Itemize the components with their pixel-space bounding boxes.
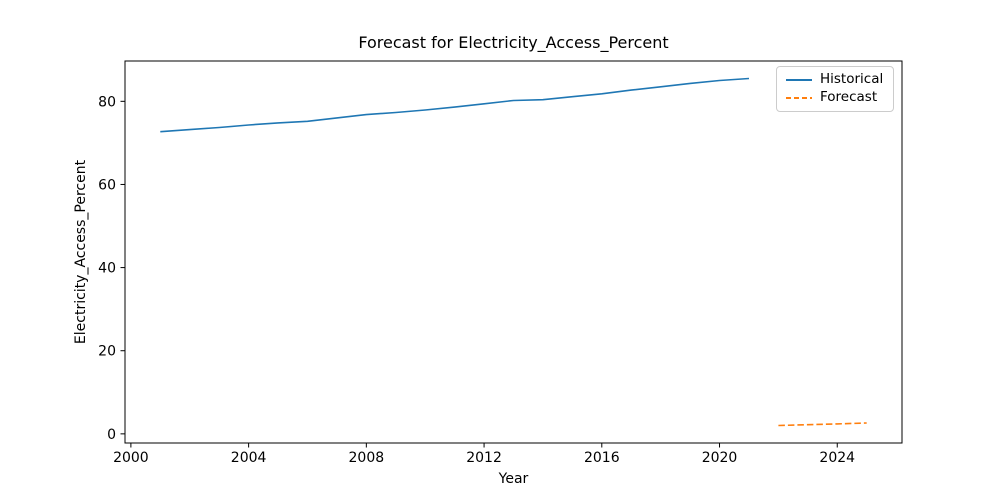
x-tick-label: 2000 (113, 450, 149, 466)
x-tick-label: 2024 (819, 450, 855, 466)
x-tick-label: 2012 (466, 450, 502, 466)
legend-label: Historical (820, 71, 884, 88)
series-line-historical (160, 77, 750, 133)
x-tick-label: 2008 (349, 450, 385, 466)
x-tick-label: 2004 (231, 450, 267, 466)
y-tick-label: 20 (98, 344, 116, 360)
legend-line-sample (786, 97, 812, 99)
plot-frame (124, 60, 903, 444)
x-axis-label: Year (498, 471, 529, 487)
y-tick-label: 80 (98, 94, 116, 110)
y-tick-label: 40 (98, 261, 116, 277)
y-tick-label: 0 (107, 427, 116, 443)
x-tick-label: 2020 (702, 450, 738, 466)
y-tick-label: 60 (98, 177, 116, 193)
series-line-forecast (778, 422, 867, 427)
legend-label: Forecast (820, 89, 878, 106)
x-tick-label: 2016 (584, 450, 620, 466)
legend-entry-historical: Historical (786, 73, 884, 87)
legend-entry-forecast: Forecast (786, 91, 884, 105)
legend: Historical Forecast (776, 66, 894, 112)
chart-title: Forecast for Electricity_Access_Percent (358, 33, 669, 52)
legend-line-sample (786, 79, 812, 81)
